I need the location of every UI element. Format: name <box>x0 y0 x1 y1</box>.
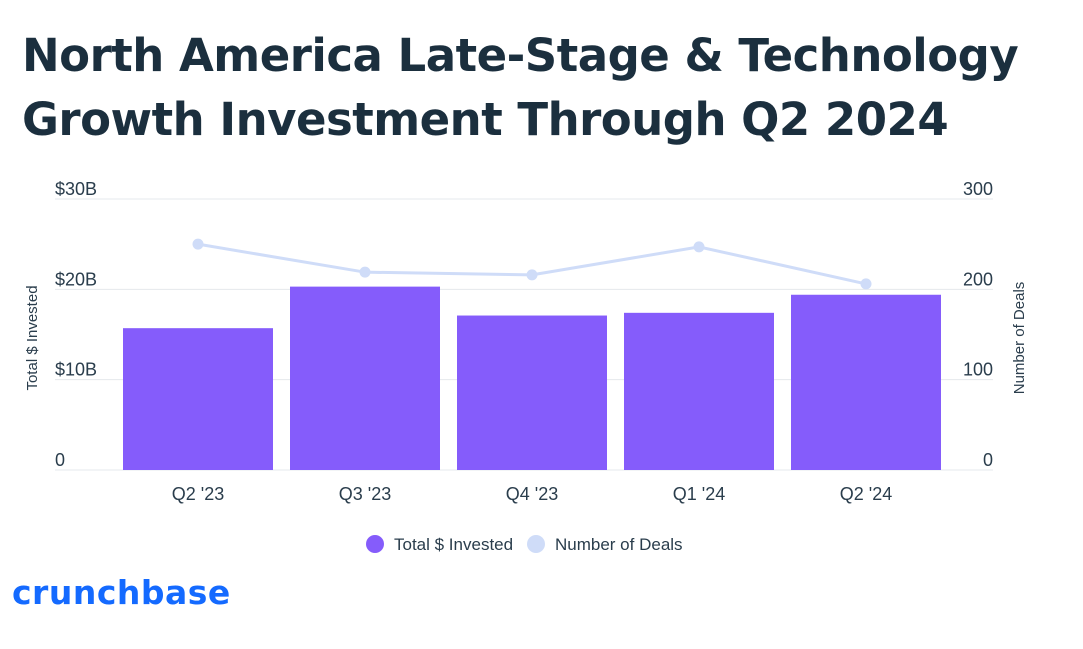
legend-label-deals: Number of Deals <box>555 535 683 554</box>
bar-invested <box>791 294 941 470</box>
legend: Total $ Invested Number of Deals <box>366 535 683 554</box>
y-right-tick-label: 0 <box>983 450 993 470</box>
bar-invested <box>624 312 774 470</box>
deals-point <box>192 238 204 250</box>
deals-line-series <box>192 238 872 290</box>
x-tick-label: Q2 '23 <box>172 484 224 504</box>
y-left-tick-label: $20B <box>55 269 97 289</box>
y-left-tick-label: 0 <box>55 450 65 470</box>
deals-point <box>693 241 705 253</box>
x-tick-label: Q1 '24 <box>673 484 725 504</box>
y-left-tick-label: $30B <box>55 179 97 199</box>
y-right-tick-label: 100 <box>963 360 993 380</box>
legend-label-invested: Total $ Invested <box>394 535 513 554</box>
deals-point <box>860 278 872 290</box>
y-left-tick-label: $10B <box>55 360 97 380</box>
y-axis-right-title: Number of Deals <box>1011 282 1028 395</box>
y-axis-left-title: Total $ Invested <box>24 285 41 390</box>
chart-title-line-2: Growth Investment Through Q2 2024 <box>22 93 949 146</box>
bars-series <box>123 286 941 470</box>
x-tick-label: Q3 '23 <box>339 484 391 504</box>
legend-swatch-invested <box>366 535 384 553</box>
chart-title: North America Late-Stage & Technology Gr… <box>22 24 1062 152</box>
legend-swatch-deals <box>527 535 545 553</box>
bar-invested <box>290 286 440 470</box>
y-right-tick-label: 200 <box>963 269 993 289</box>
y-right-tick-label: 300 <box>963 179 993 199</box>
x-tick-label: Q2 '24 <box>840 484 892 504</box>
axis-ticks: 0 0 $10B 100 $20B 200 $30B 300 Q2 '23 Q3 '23 Q4 '2… <box>55 179 993 504</box>
deals-point <box>359 266 371 278</box>
x-tick-label: Q4 '23 <box>506 484 558 504</box>
chart-title-line-1: North America Late-Stage & Technology <box>22 29 1019 82</box>
crunchbase-logo: crunchbase <box>12 573 231 612</box>
deals-point <box>526 269 538 281</box>
bar-invested <box>457 315 607 470</box>
bar-invested <box>123 328 273 470</box>
